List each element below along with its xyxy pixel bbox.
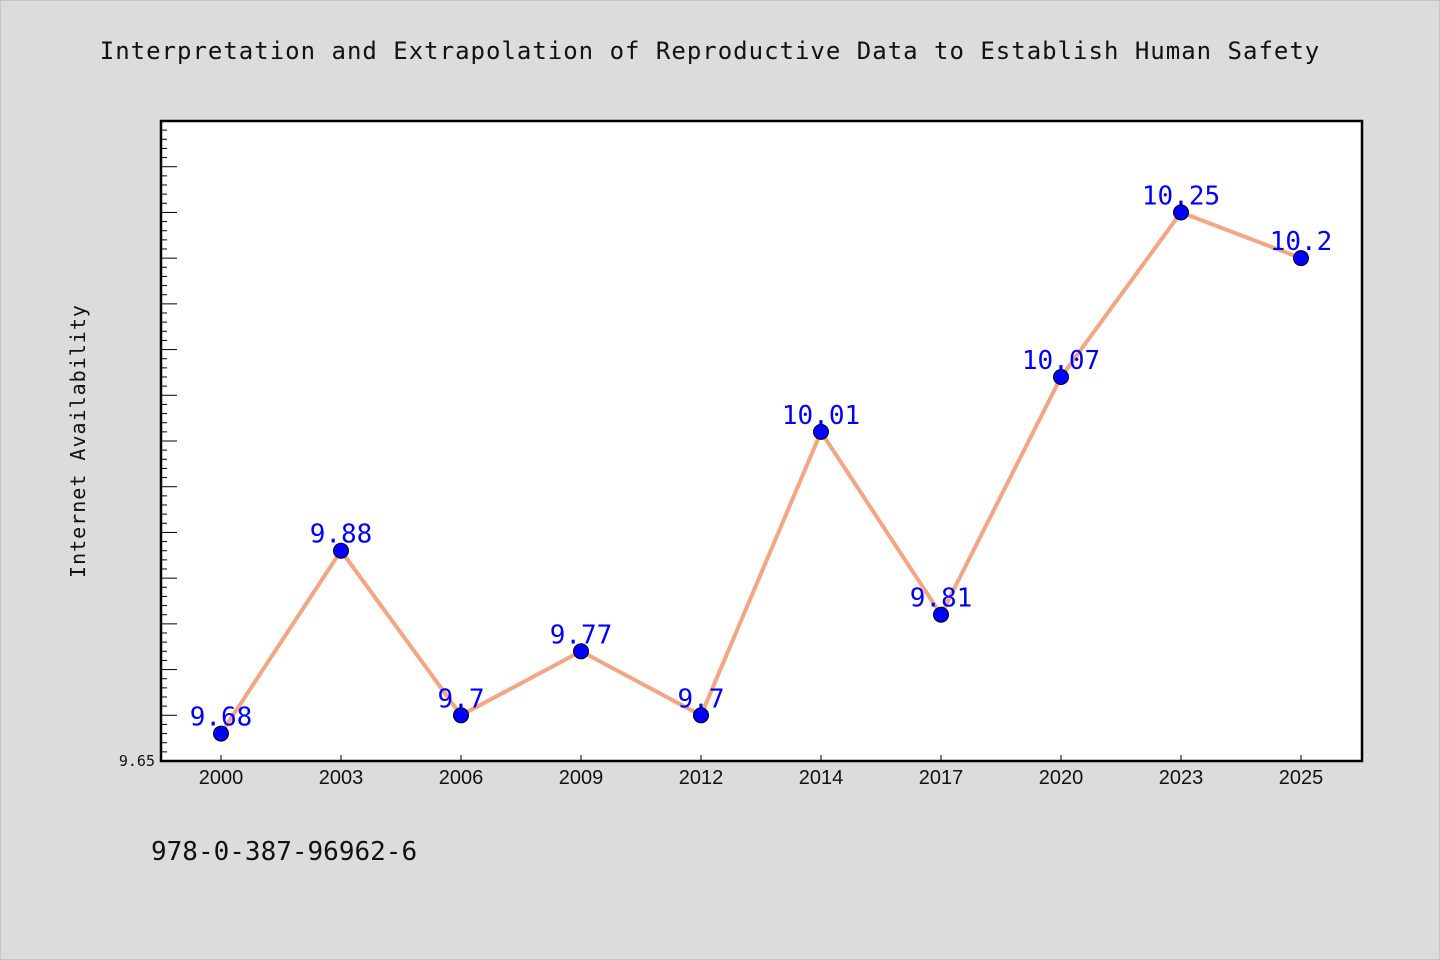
data-label: 9.68	[190, 703, 253, 733]
plot-area	[161, 121, 1362, 761]
data-point	[693, 707, 709, 724]
data-point	[213, 725, 229, 742]
chart-title: Interpretation and Extrapolation of Repr…	[99, 37, 1321, 65]
x-tick-label: 2000	[199, 767, 244, 789]
data-point	[813, 423, 829, 440]
plot-frame	[159, 119, 1364, 763]
x-tick-label: 2006	[439, 767, 484, 789]
x-tick-label: 2023	[1159, 767, 1204, 789]
x-tick-label: 2025	[1279, 767, 1324, 789]
series-line	[219, 210, 1303, 736]
data-point	[333, 542, 349, 559]
data-point	[1293, 250, 1309, 267]
y-axis-title: Internet Availability	[66, 304, 90, 578]
x-tick-label: 2020	[1039, 767, 1084, 789]
data-point	[933, 606, 949, 623]
data-point	[453, 707, 469, 724]
y-tick-label: 9.65	[119, 752, 155, 770]
x-tick-label: 2014	[799, 767, 844, 789]
data-point	[573, 643, 589, 660]
data-point	[1173, 204, 1189, 221]
data-label: 10.25	[1142, 181, 1220, 211]
data-point	[1053, 369, 1069, 385]
data-label: 9.81	[910, 584, 973, 614]
data-label: 9.7	[678, 684, 725, 714]
data-label: 9.77	[550, 620, 613, 650]
footer-isbn: 978-0-387-96962-6	[151, 837, 418, 867]
data-label: 9.88	[310, 520, 373, 550]
data-label: 10.2	[1270, 227, 1333, 257]
x-tick-label: 2003	[319, 767, 364, 789]
x-tick-label: 2009	[559, 767, 604, 789]
data-label: 9.7	[438, 684, 485, 714]
data-label: 10.01	[782, 401, 860, 431]
data-label: 10.07	[1022, 346, 1100, 376]
x-tick-label: 2017	[919, 767, 964, 789]
x-tick-label: 2012	[679, 767, 724, 789]
